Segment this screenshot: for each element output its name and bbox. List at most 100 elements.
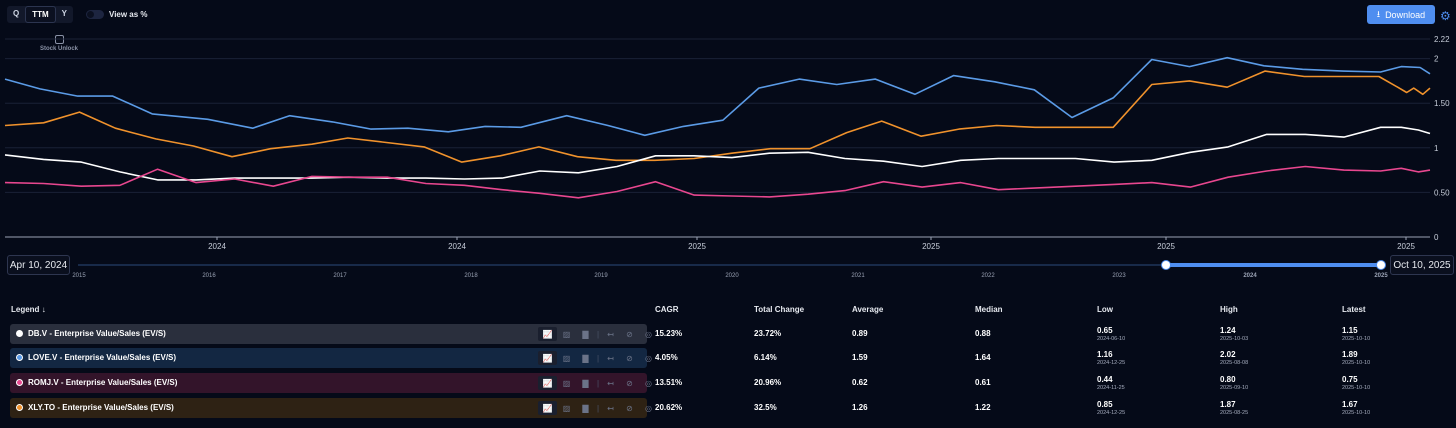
cell-low-date: 2024-11-25 [1097, 385, 1125, 391]
area-chart-icon[interactable]: ▨ [562, 403, 571, 413]
legend-row[interactable]: DB.V - Enterprise Value/Sales (EV/S) 📈 ▨ ▇ |… [10, 324, 652, 344]
range-handle-start[interactable] [1161, 260, 1171, 270]
range-year-label: 2025 [1374, 273, 1388, 279]
bar-chart-icon[interactable]: ▇ [582, 403, 589, 413]
series-line-love-v[interactable] [4, 56, 1431, 137]
hide-icon[interactable]: ◎ [645, 403, 652, 413]
cell-total-change: 20.96% [754, 378, 782, 387]
cell-high-date: 2025-09-10 [1220, 385, 1249, 391]
y-tick-label: 2 [1434, 55, 1439, 64]
cell-low: 0.44 [1097, 375, 1113, 384]
legend-row[interactable]: LOVE.V - Enterprise Value/Sales (EV/S) 📈 ▨… [10, 348, 652, 368]
divider: | [596, 329, 600, 339]
range-year-label: 2020 [725, 273, 739, 279]
view-as-percent-label: View as % [109, 10, 148, 19]
legend-row[interactable]: ROMJ.V - Enterprise Value/Sales (EV/S) 📈 ▨… [10, 373, 652, 393]
cell-median: 0.88 [975, 329, 991, 338]
cell-total-change: 6.14% [754, 353, 777, 362]
hide-icon[interactable]: ◎ [645, 378, 652, 388]
cell-low-date: 2024-12-25 [1097, 360, 1126, 366]
col-cagr: CAGR [655, 305, 679, 314]
legend-row[interactable]: XLY.TO - Enterprise Value/Sales (EV/S) 📈 ▨… [10, 398, 652, 418]
area-chart-icon[interactable]: ▨ [562, 378, 571, 388]
axis-icon[interactable]: ↤ [607, 329, 614, 339]
line-chart-icon[interactable]: 📈 [538, 376, 557, 390]
range-year-label: 2018 [464, 273, 478, 279]
cell-average: 0.62 [852, 378, 868, 387]
series-color-dot [16, 404, 23, 411]
hide-icon[interactable]: ◎ [645, 329, 652, 339]
start-date-box[interactable]: Apr 10, 2024 [7, 255, 70, 275]
range-year-label: 2016 [202, 273, 216, 279]
range-year-label: 2017 [333, 273, 347, 279]
col-total-change: Total Change [754, 305, 805, 314]
cell-latest-date: 2025-10-10 [1342, 360, 1371, 366]
cell-average: 0.89 [852, 329, 868, 338]
period-ttm[interactable]: TTM [25, 6, 56, 23]
row-actions: 📈 ▨ ▇ | ↤ ⊘ ◎ [538, 351, 658, 365]
period-selector: Q TTM Y [7, 6, 74, 23]
bar-chart-icon[interactable]: ▇ [582, 329, 589, 339]
line-chart-icon[interactable]: 📈 [538, 401, 557, 415]
cell-latest-date: 2025-10-10 [1342, 410, 1371, 416]
no-forecast-icon[interactable]: ⊘ [626, 329, 633, 339]
axis-icon[interactable]: ↤ [607, 403, 614, 413]
series-label: ROMJ.V - Enterprise Value/Sales (EV/S) [28, 378, 178, 387]
cell-high: 1.24 [1220, 326, 1236, 335]
period-q[interactable]: Q [13, 9, 20, 18]
cell-median: 0.61 [975, 378, 991, 387]
legend-title[interactable]: Legend ↓ [11, 305, 46, 314]
cell-high-date: 2025-08-08 [1220, 360, 1249, 366]
cell-median: 1.22 [975, 403, 991, 412]
cell-latest: 0.75 [1342, 375, 1358, 384]
range-year-label: 2023 [1112, 273, 1126, 279]
no-forecast-icon[interactable]: ⊘ [626, 403, 633, 413]
no-forecast-icon[interactable]: ⊘ [626, 378, 633, 388]
hide-icon[interactable]: ◎ [645, 353, 652, 363]
line-chart-icon[interactable]: 📈 [538, 327, 557, 341]
download-button[interactable]: ⭳ Download [1367, 5, 1435, 24]
series-line-db-v[interactable] [4, 126, 1431, 181]
cell-latest-date: 2025-10-10 [1342, 336, 1371, 342]
axis-icon[interactable]: ↤ [607, 353, 614, 363]
x-tick-label: 2024 [208, 242, 226, 251]
no-forecast-icon[interactable]: ⊘ [626, 353, 633, 363]
range-year-label: 2019 [594, 273, 608, 279]
cell-average: 1.26 [852, 403, 868, 412]
y-tick-label: 2.22 [1434, 35, 1450, 44]
end-date-box[interactable]: Oct 10, 2025 [1390, 255, 1454, 275]
x-tick-label: 2025 [688, 242, 706, 251]
range-handle-end[interactable] [1376, 260, 1386, 270]
range-year-label: 2021 [851, 273, 865, 279]
axis-icon[interactable]: ↤ [607, 378, 614, 388]
view-as-percent-toggle[interactable] [86, 10, 104, 19]
row-actions: 📈 ▨ ▇ | ↤ ⊘ ◎ [538, 327, 658, 341]
line-chart: 0 0.50 1 1.50 2 2.22 2024 2024 2025 2025 2025 2025 [4, 35, 1450, 251]
gear-icon[interactable]: ⚙ [1440, 9, 1451, 23]
series-label: XLY.TO - Enterprise Value/Sales (EV/S) [28, 403, 174, 412]
range-year-label: 2015 [72, 273, 86, 279]
series-line-romj-v[interactable] [4, 165, 1431, 199]
divider: | [596, 378, 600, 388]
cell-latest-date: 2025-10-10 [1342, 385, 1371, 391]
range-slider[interactable]: 2015 2016 2017 2018 2019 2020 2021 2022 2023 2024… [70, 255, 1390, 281]
cell-latest: 1.89 [1342, 350, 1358, 359]
series-line-xly-to[interactable] [4, 70, 1431, 163]
x-tick-label: 2024 [448, 242, 466, 251]
cell-low: 0.85 [1097, 400, 1113, 409]
y-tick-label: 0 [1434, 233, 1439, 242]
cell-cagr: 15.23% [655, 329, 683, 338]
bar-chart-icon[interactable]: ▇ [582, 353, 589, 363]
line-chart-icon[interactable]: 📈 [538, 351, 557, 365]
cell-cagr: 13.51% [655, 378, 683, 387]
area-chart-icon[interactable]: ▨ [562, 353, 571, 363]
bar-chart-icon[interactable]: ▇ [582, 378, 589, 388]
period-y[interactable]: Y [61, 9, 68, 18]
series-label: DB.V - Enterprise Value/Sales (EV/S) [28, 329, 166, 338]
col-median: Median [975, 305, 1003, 314]
series-label: LOVE.V - Enterprise Value/Sales (EV/S) [28, 353, 177, 362]
range-year-label: 2022 [981, 273, 995, 279]
cell-high: 2.02 [1220, 350, 1236, 359]
cell-average: 1.59 [852, 353, 868, 362]
area-chart-icon[interactable]: ▨ [562, 329, 571, 339]
